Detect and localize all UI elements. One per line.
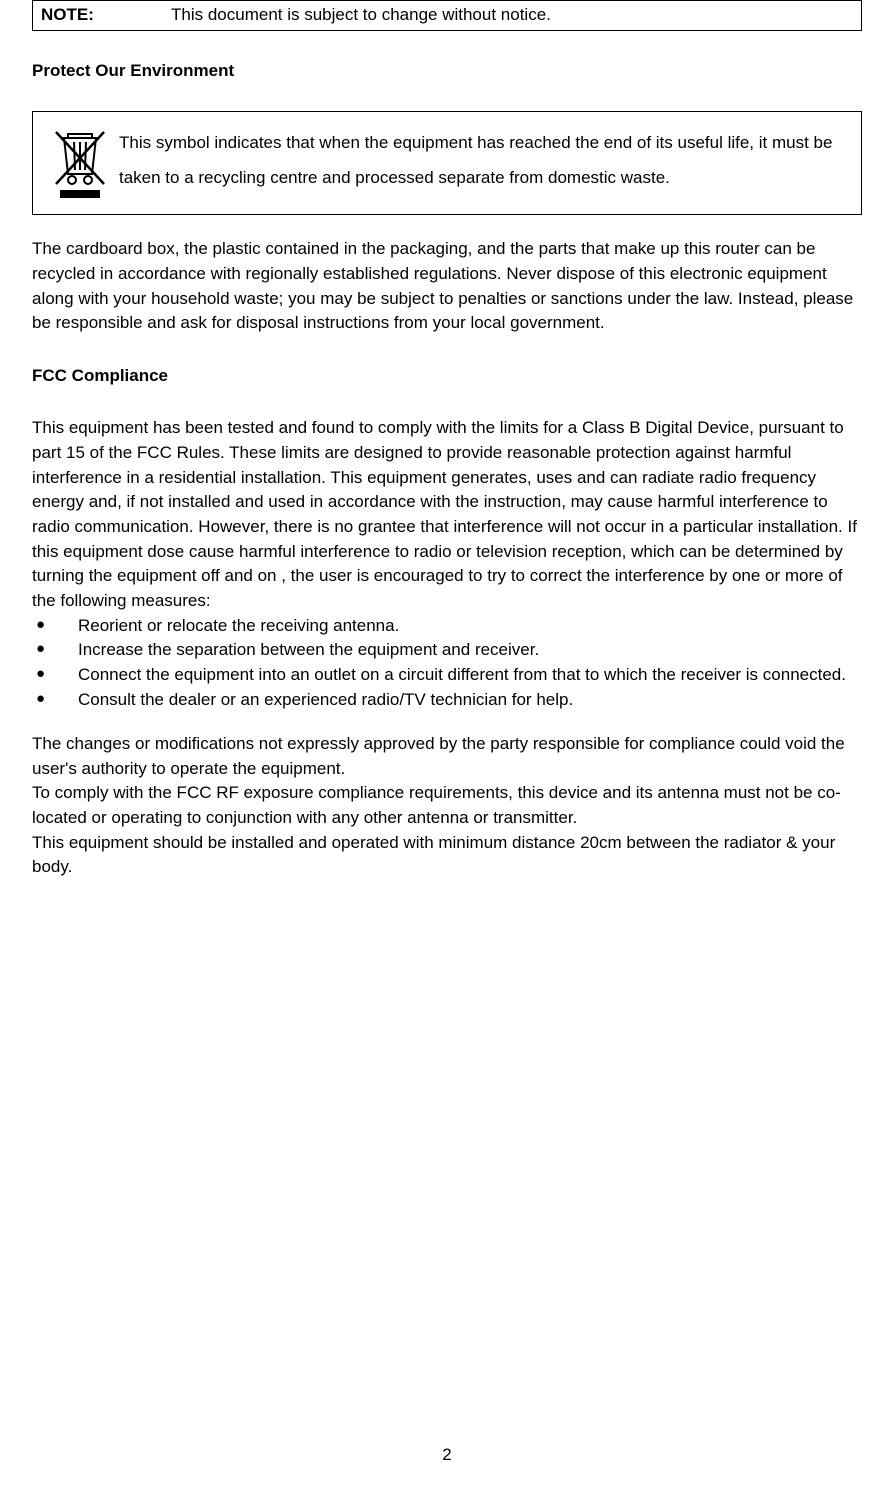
recycling-symbol-box: This symbol indicates that when the equi… <box>32 111 862 215</box>
environment-paragraph: The cardboard box, the plastic contained… <box>32 237 862 336</box>
weee-bin-icon <box>41 126 119 200</box>
environment-heading: Protect Our Environment <box>32 59 862 84</box>
fcc-tail-2: To comply with the FCC RF exposure compl… <box>32 781 862 830</box>
note-box: NOTE: This document is subject to change… <box>32 0 862 31</box>
note-label: NOTE: <box>41 3 171 28</box>
recycling-symbol-text: This symbol indicates that when the equi… <box>119 126 847 196</box>
fcc-tail-3: This equipment should be installed and o… <box>32 831 862 880</box>
fcc-tail-1: The changes or modifications not express… <box>32 732 862 781</box>
fcc-heading: FCC Compliance <box>32 364 862 389</box>
list-item: Connect the equipment into an outlet on … <box>32 663 862 688</box>
page-number: 2 <box>0 1443 894 1468</box>
note-text: This document is subject to change witho… <box>171 3 551 28</box>
list-item: Reorient or relocate the receiving anten… <box>32 614 862 639</box>
fcc-intro: This equipment has been tested and found… <box>32 416 862 613</box>
list-item: Consult the dealer or an experienced rad… <box>32 688 862 713</box>
list-item: Increase the separation between the equi… <box>32 638 862 663</box>
fcc-bullet-list: Reorient or relocate the receiving anten… <box>32 614 862 713</box>
